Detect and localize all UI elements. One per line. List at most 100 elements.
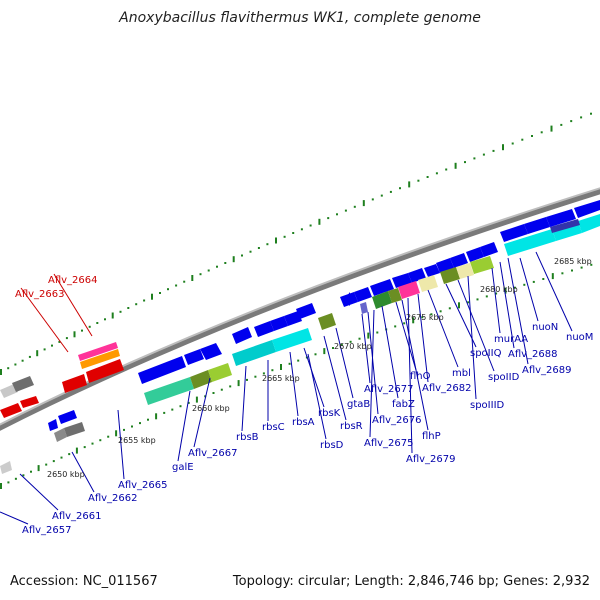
label-leader-line [71, 451, 95, 493]
accession-label: Accession: NC_011567 [10, 574, 158, 589]
scale-label: 2670 kbp [334, 342, 372, 351]
gene-label: Aflv_2661 [52, 511, 102, 522]
gene-block [578, 214, 600, 233]
label-leader-line [367, 311, 379, 415]
tick-mark [224, 262, 227, 264]
tick-mark [417, 179, 420, 182]
tick-mark [467, 301, 470, 304]
tick-mark [476, 298, 479, 301]
label-leader-line [307, 353, 327, 440]
gene-block [0, 403, 22, 418]
gene-label: nuoM [566, 332, 593, 343]
gene-label: rbsK [318, 408, 341, 419]
gene-block [20, 396, 39, 408]
tick-mark [187, 401, 190, 404]
tick-mark [175, 284, 178, 287]
label-leader-line [369, 309, 375, 438]
tick-mark [73, 331, 76, 338]
tick-mark [107, 435, 110, 438]
gene-block [0, 384, 18, 398]
tick-mark [0, 369, 2, 375]
gene-label: rbsR [340, 421, 363, 432]
gene-block [232, 340, 276, 366]
gene-block [546, 209, 576, 227]
gene-block [284, 311, 302, 326]
tick-mark [257, 247, 260, 249]
gene-block [418, 275, 438, 292]
gene-block [272, 328, 312, 352]
tick-mark [473, 157, 476, 160]
scale-label: 2650 kbp [47, 470, 85, 479]
tick-mark [75, 447, 78, 454]
tick-mark [237, 380, 240, 387]
gene-label: mbl [452, 368, 471, 379]
gene-block [360, 302, 368, 314]
gene-block [0, 461, 12, 474]
label-leader-line [193, 377, 211, 448]
tick-mark [590, 112, 592, 115]
gene-block [64, 422, 85, 437]
label-leader-line [53, 273, 93, 337]
tick-mark [123, 428, 125, 431]
tick-mark [571, 269, 573, 272]
tick-mark [0, 483, 2, 489]
tick-mark [376, 331, 379, 334]
label-leader-line [445, 283, 477, 348]
label-leader-line [401, 299, 429, 431]
gene-label: murAA [494, 334, 528, 345]
tick-mark [271, 369, 274, 372]
tick-mark [37, 465, 40, 472]
tick-mark [550, 125, 553, 132]
tick-mark [249, 250, 252, 253]
label-leader-line [303, 347, 325, 408]
tick-mark [275, 237, 277, 244]
tick-mark [344, 209, 347, 212]
tick-mark [551, 273, 554, 280]
tick-mark [52, 460, 55, 463]
tick-mark [336, 213, 338, 216]
tick-mark [96, 322, 99, 324]
gene-track [0, 200, 600, 474]
tick-mark [327, 217, 330, 220]
tick-mark [22, 474, 25, 477]
tick-mark [511, 142, 514, 145]
tick-mark [195, 396, 198, 403]
gene-label: nuoN [532, 322, 558, 333]
tick-mark [297, 359, 300, 362]
gene-label: Aflv_2662 [88, 493, 138, 504]
tick-mark [367, 332, 370, 339]
tick-mark [135, 303, 138, 306]
tick-mark [300, 228, 303, 231]
gene-block [254, 321, 274, 337]
tick-mark [399, 187, 401, 190]
gene-label: Aflv_2689 [522, 365, 572, 376]
tick-mark [532, 280, 535, 283]
gene-block [78, 342, 118, 361]
label-leader-line [0, 511, 29, 525]
tick-mark [580, 116, 583, 119]
tick-mark [448, 307, 451, 310]
gene-block [504, 229, 556, 256]
tick-mark [232, 256, 235, 263]
gene-label: rbsC [262, 422, 285, 433]
tick-mark [119, 310, 122, 313]
label-leader-line [381, 305, 399, 399]
gene-block [524, 217, 550, 234]
gene-label: galE [172, 462, 194, 473]
tick-mark [435, 172, 438, 175]
tick-mark [99, 439, 102, 442]
label-leader-line [427, 289, 459, 368]
label-leader-line [19, 473, 59, 511]
label-leader-line [491, 267, 501, 334]
label-leader-line [507, 257, 529, 365]
label-leader-line [289, 351, 299, 417]
gene-block [58, 410, 77, 424]
tick-mark [570, 120, 573, 123]
gene-block [80, 349, 120, 369]
gene-label: Aflv_2663 [15, 289, 65, 300]
label-leader-line [361, 313, 371, 384]
tick-mark [229, 385, 232, 388]
tick-mark [403, 322, 406, 325]
tick-mark [531, 135, 533, 137]
